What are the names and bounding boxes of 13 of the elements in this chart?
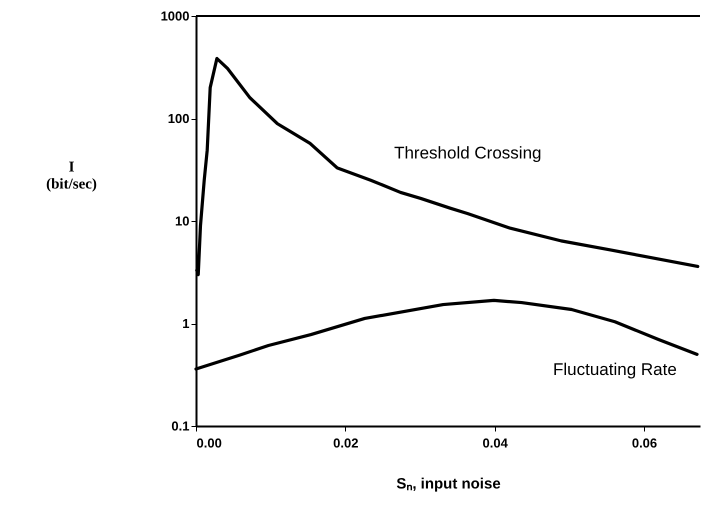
x-tick-label: 0.00 [196, 436, 222, 450]
x-tick-label: 0.04 [482, 436, 509, 450]
y-axis-title: I (bit/sec) [46, 160, 97, 192]
y-tick-label: 1000 [160, 8, 190, 24]
y-tick-label: 1 [182, 316, 190, 331]
x-tick-label: 0.06 [632, 436, 658, 450]
x-axis-title: Sₙ, input noise [396, 476, 501, 492]
x-tick-label: 0.02 [333, 436, 358, 450]
series-label: Threshold Crossing [394, 144, 542, 163]
y-tick-label: 10 [175, 214, 190, 228]
series-label: Fluctuating Rate [552, 360, 677, 379]
y-tick-label: 100 [168, 111, 190, 126]
y-tick-label: 0.1 [171, 418, 190, 434]
